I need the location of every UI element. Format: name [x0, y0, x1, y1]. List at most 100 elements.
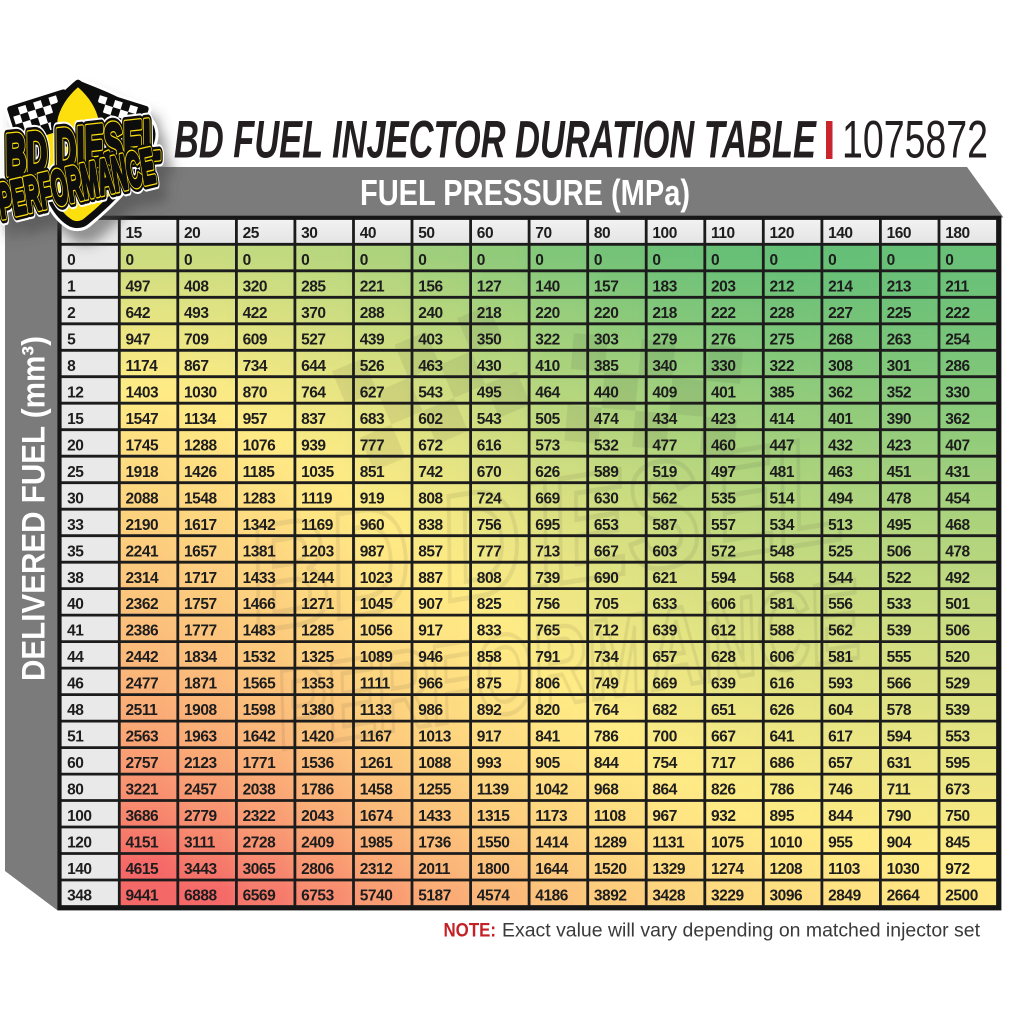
svg-text:2457: 2457 [184, 782, 217, 799]
svg-text:263: 263 [887, 331, 912, 348]
svg-text:1208: 1208 [770, 861, 804, 878]
svg-text:669: 669 [652, 676, 677, 693]
svg-text:492: 492 [945, 570, 970, 587]
svg-text:0: 0 [184, 252, 192, 269]
svg-text:495: 495 [887, 517, 912, 534]
svg-text:6888: 6888 [184, 888, 218, 905]
svg-text:FUEL PRESSURE (MPa): FUEL PRESSURE (MPa) [360, 172, 690, 213]
svg-text:2849: 2849 [828, 888, 862, 905]
svg-text:1035: 1035 [301, 464, 335, 481]
svg-text:750: 750 [945, 808, 970, 825]
svg-text:44: 44 [67, 649, 84, 666]
svg-text:1203: 1203 [301, 543, 335, 560]
svg-text:100: 100 [652, 225, 677, 242]
svg-text:539: 539 [887, 623, 912, 640]
svg-text:348: 348 [67, 888, 92, 905]
svg-text:454: 454 [945, 490, 970, 507]
svg-text:1139: 1139 [477, 782, 510, 799]
svg-text:887: 887 [418, 570, 443, 587]
svg-text:1089: 1089 [360, 649, 394, 666]
svg-text:683: 683 [360, 411, 385, 428]
svg-text:225: 225 [887, 305, 912, 322]
svg-text:1745: 1745 [126, 437, 160, 454]
svg-text:1547: 1547 [126, 411, 159, 428]
svg-text:670: 670 [477, 464, 502, 481]
svg-text:60: 60 [67, 755, 83, 772]
svg-text:1736: 1736 [418, 835, 452, 852]
svg-text:739: 739 [535, 570, 560, 587]
svg-text:478: 478 [945, 543, 970, 560]
svg-text:633: 633 [652, 596, 677, 613]
svg-text:NOTE:: NOTE: [444, 921, 497, 942]
svg-text:222: 222 [711, 305, 736, 322]
svg-text:513: 513 [828, 517, 853, 534]
svg-text:15: 15 [126, 225, 143, 242]
svg-text:543: 543 [418, 384, 443, 401]
svg-text:1420: 1420 [301, 729, 334, 746]
svg-text:1274: 1274 [711, 861, 745, 878]
svg-text:525: 525 [828, 543, 853, 560]
svg-text:120: 120 [770, 225, 795, 242]
svg-text:709: 709 [184, 331, 209, 348]
svg-text:557: 557 [711, 517, 736, 534]
svg-text:20: 20 [184, 225, 200, 242]
svg-text:240: 240 [418, 305, 443, 322]
svg-text:1111: 1111 [360, 676, 391, 693]
svg-text:434: 434 [652, 411, 677, 428]
svg-text:754: 754 [652, 755, 677, 772]
svg-text:222: 222 [945, 305, 970, 322]
svg-text:1918: 1918 [126, 464, 160, 481]
svg-text:35: 35 [67, 543, 84, 560]
svg-text:422: 422 [243, 305, 268, 322]
svg-text:362: 362 [828, 384, 853, 401]
svg-text:955: 955 [828, 835, 853, 852]
svg-text:589: 589 [594, 464, 619, 481]
svg-text:50: 50 [418, 225, 434, 242]
svg-text:532: 532 [594, 437, 619, 454]
svg-text:6753: 6753 [301, 888, 335, 905]
svg-text:501: 501 [945, 596, 970, 613]
svg-text:2757: 2757 [126, 755, 159, 772]
svg-text:539: 539 [945, 702, 970, 719]
svg-text:535: 535 [711, 490, 736, 507]
svg-text:340: 340 [652, 358, 677, 375]
svg-text:968: 968 [594, 782, 619, 799]
svg-text:401: 401 [828, 411, 853, 428]
svg-text:1466: 1466 [243, 596, 277, 613]
svg-text:20: 20 [67, 437, 83, 454]
svg-text:1283: 1283 [243, 490, 277, 507]
svg-text:777: 777 [360, 437, 385, 454]
svg-text:1042: 1042 [535, 782, 568, 799]
svg-text:1185: 1185 [243, 464, 276, 481]
svg-text:0: 0 [770, 252, 778, 269]
svg-text:520: 520 [945, 649, 970, 666]
svg-text:275: 275 [770, 331, 795, 348]
svg-text:555: 555 [887, 649, 912, 666]
svg-text:3428: 3428 [652, 888, 686, 905]
svg-text:1985: 1985 [360, 835, 394, 852]
svg-text:581: 581 [770, 596, 795, 613]
svg-text:1075872: 1075872 [842, 111, 988, 170]
svg-text:1565: 1565 [243, 676, 277, 693]
svg-text:993: 993 [477, 755, 502, 772]
svg-text:3686: 3686 [126, 808, 160, 825]
svg-text:892: 892 [477, 702, 502, 719]
svg-text:573: 573 [535, 437, 560, 454]
svg-text:837: 837 [301, 411, 326, 428]
svg-text:566: 566 [887, 676, 912, 693]
svg-text:497: 497 [126, 278, 151, 295]
svg-text:268: 268 [828, 331, 853, 348]
svg-text:593: 593 [828, 676, 853, 693]
svg-text:764: 764 [594, 702, 619, 719]
svg-text:40: 40 [67, 596, 83, 613]
svg-text:221: 221 [360, 278, 385, 295]
svg-text:1657: 1657 [184, 543, 217, 560]
svg-text:667: 667 [594, 543, 619, 560]
svg-text:786: 786 [770, 782, 795, 799]
svg-text:505: 505 [535, 411, 560, 428]
svg-text:749: 749 [594, 676, 619, 693]
svg-text:1325: 1325 [301, 649, 335, 666]
svg-text:390: 390 [887, 411, 912, 428]
svg-text:522: 522 [887, 570, 912, 587]
svg-text:587: 587 [652, 517, 677, 534]
